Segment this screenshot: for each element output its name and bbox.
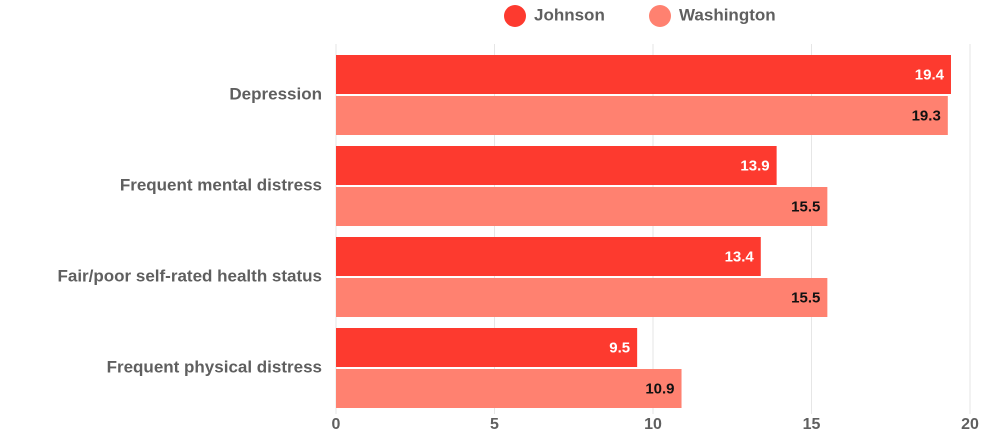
value-label: 9.5 [609, 339, 630, 356]
bar [336, 55, 951, 94]
value-label: 13.4 [725, 248, 755, 265]
value-label: 15.5 [791, 198, 820, 215]
bar [336, 187, 828, 226]
value-label: 19.4 [915, 66, 945, 83]
legend-swatch [504, 5, 526, 27]
x-tick-label: 10 [644, 416, 662, 433]
x-tick-label: 5 [490, 416, 499, 433]
value-label: 19.3 [912, 107, 941, 124]
value-label: 13.9 [740, 157, 769, 174]
bar [336, 96, 948, 135]
bar [336, 278, 828, 317]
x-tick-label: 0 [332, 416, 341, 433]
legend-swatch [649, 5, 671, 27]
category-label: Depression [229, 84, 322, 103]
bar [336, 237, 761, 276]
category-label: Frequent mental distress [120, 175, 322, 194]
legend-label: Washington [679, 5, 776, 24]
bar [336, 369, 682, 408]
value-label: 15.5 [791, 289, 820, 306]
legend-label: Johnson [534, 5, 605, 24]
x-tick-label: 15 [803, 416, 821, 433]
x-tick-label: 20 [961, 416, 979, 433]
bar [336, 328, 638, 367]
bar [336, 146, 777, 185]
value-label: 10.9 [645, 380, 674, 397]
category-label: Fair/poor self-rated health status [58, 266, 323, 285]
category-label: Frequent physical distress [107, 357, 322, 376]
